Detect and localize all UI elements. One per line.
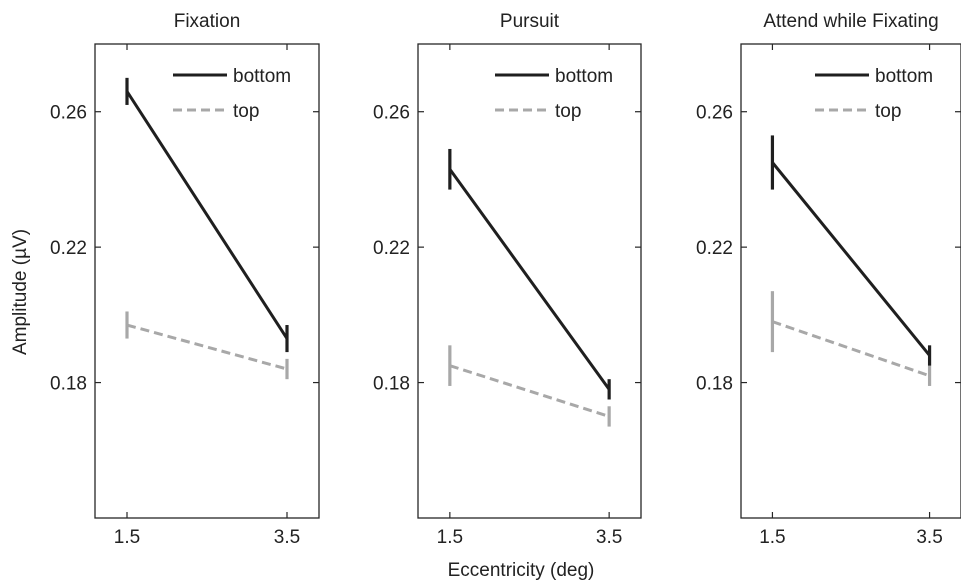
x-tick-label: 1.5: [114, 527, 140, 548]
y-tick-label: 0.22: [696, 238, 733, 259]
y-axis-label: Amplitude (µV): [10, 229, 31, 355]
y-tick-label: 0.26: [373, 103, 410, 124]
series-line-bottom: [125, 90, 289, 340]
axes-box: [740, 43, 961, 519]
panel-2: Pursuit 0.18 0.22 0.26 1.5 3.5 bottom top: [373, 11, 642, 548]
legend-label-bottom: bottom: [233, 66, 291, 87]
x-axis-label: Eccentricity (deg): [448, 560, 595, 581]
x-tick-label: 3.5: [596, 527, 622, 548]
series-line-top: [449, 364, 610, 418]
legend-label-top: top: [233, 101, 259, 122]
y-tick-label: 0.18: [50, 374, 87, 395]
y-tick-label: 0.22: [50, 238, 87, 259]
axes-box: [94, 43, 320, 519]
y-tick-label: 0.22: [373, 238, 410, 259]
legend-label-bottom: bottom: [875, 66, 933, 87]
panel-3: Attend while Fixating 0.18 0.22 0.26 1.5 3.5 b…: [696, 11, 961, 548]
panel-title: Pursuit: [500, 11, 560, 32]
y-tick-label: 0.26: [696, 103, 733, 124]
series-line-top: [771, 320, 931, 378]
legend-label-top: top: [555, 101, 581, 122]
x-tick-label: 1.5: [437, 527, 463, 548]
series-line-bottom: [448, 168, 611, 391]
legend-label-top: top: [875, 101, 901, 122]
series-line-top: [126, 323, 288, 371]
y-tick-label: 0.18: [696, 374, 733, 395]
x-tick-label: 3.5: [274, 527, 300, 548]
panel-title: Attend while Fixating: [763, 11, 938, 32]
series-line-bottom: [771, 161, 931, 357]
x-tick-label: 1.5: [759, 527, 785, 548]
y-tick-label: 0.18: [373, 374, 410, 395]
axes-box: [417, 43, 642, 519]
panel-title: Fixation: [174, 11, 241, 32]
x-tick-label: 3.5: [916, 527, 942, 548]
legend-label-bottom: bottom: [555, 66, 613, 87]
panel-1: Fixation 0.18 0.22 0.26 1.5 3.5 bottom top: [50, 11, 320, 548]
y-tick-label: 0.26: [50, 103, 87, 124]
